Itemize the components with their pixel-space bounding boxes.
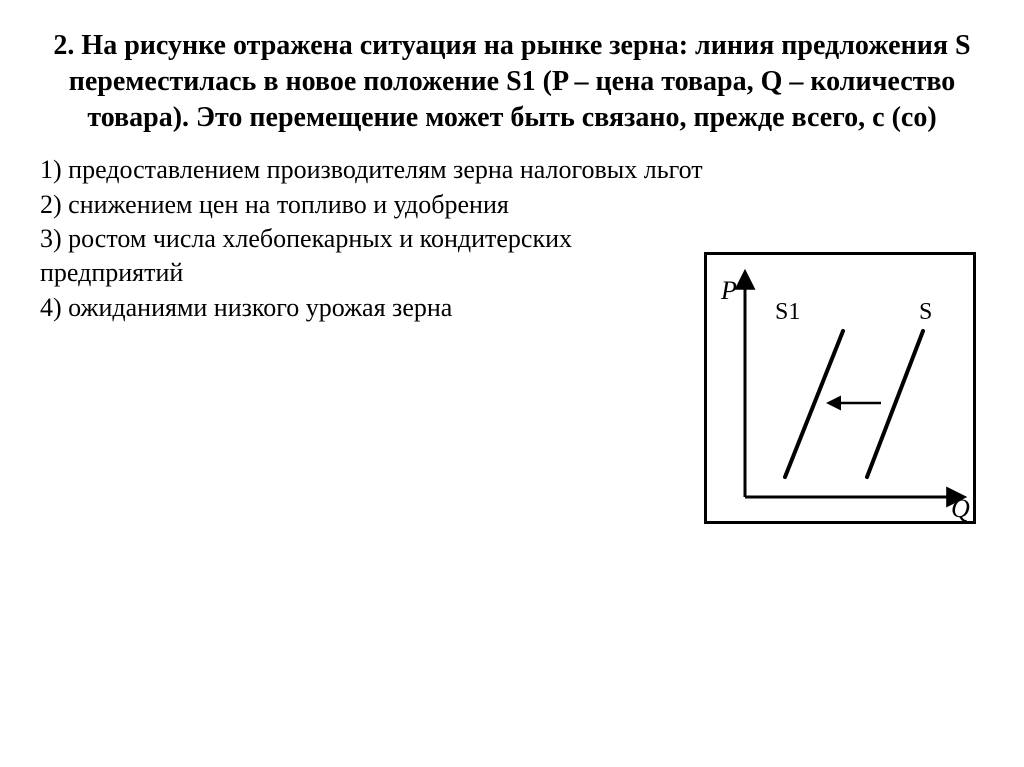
answer-option: 3) ростом числа хлебопекарных и кондитер… [40, 222, 984, 256]
curve-s1-label: S1 [775, 299, 800, 325]
answer-option-continuation: предприятий [40, 256, 692, 290]
question-title: 2. На рисунке отражена ситуация на рынке… [52, 28, 972, 135]
answers-block: 1) предоставлением производителям зерна … [40, 153, 984, 524]
x-axis-label: Q [951, 494, 970, 521]
answer-option: 4) ожиданиями низкого урожая зерна [40, 291, 692, 325]
answer-option: 2) снижением цен на топливо и удобрения [40, 188, 984, 222]
y-axis-label: P [720, 276, 737, 305]
answer-option: 1) предоставлением производителям зерна … [40, 153, 984, 187]
curve-s-label: S [919, 299, 932, 325]
supply-curve-chart: P Q S1 S [704, 252, 976, 524]
